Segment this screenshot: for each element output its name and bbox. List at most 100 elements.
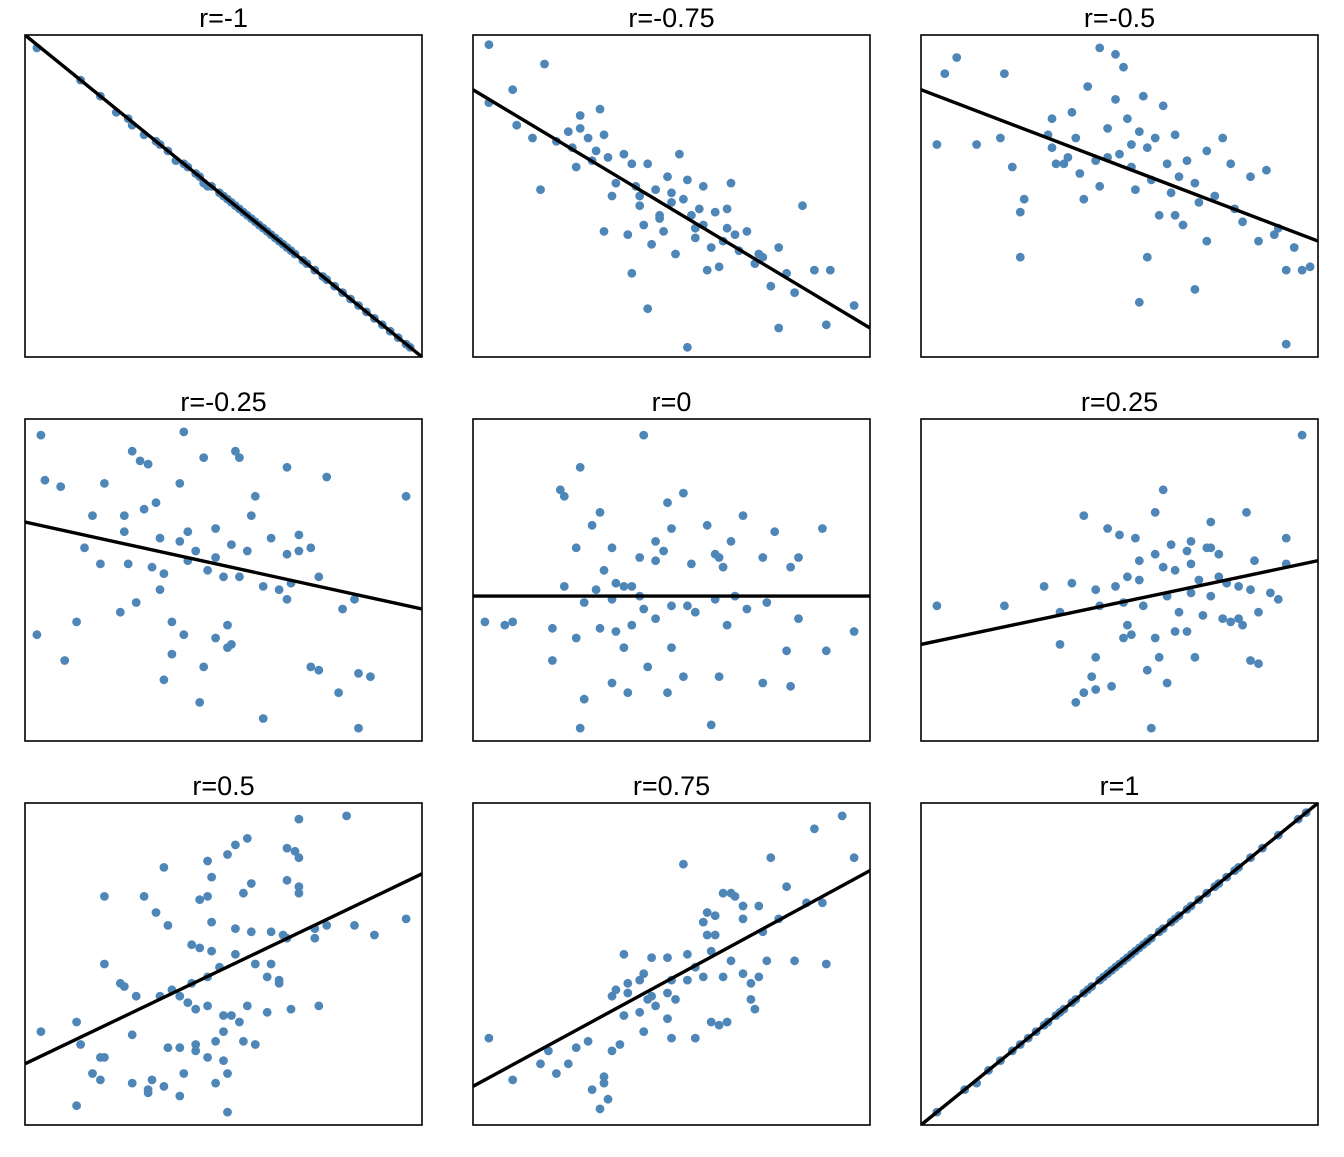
data-point [219,572,228,582]
data-point [1083,82,1093,91]
data-point [512,120,522,130]
data-point [687,210,696,220]
data-point [1019,194,1029,204]
data-point [722,223,732,233]
data-point [1281,533,1291,543]
data-point [1103,524,1112,533]
data-point [191,1004,201,1014]
data-point [571,162,581,172]
data-point [266,927,276,937]
data-point [952,53,962,62]
data-point [96,559,105,569]
data-point [1273,594,1283,604]
data-point [1166,188,1176,198]
data-point [932,140,942,149]
data-point [286,1004,296,1014]
fit-line [25,872,422,1066]
data-point [250,1040,260,1049]
data-point [1111,582,1120,591]
panel-plot-area [921,43,1318,349]
panel-title: r=0.5 [192,771,254,801]
data-point [88,511,97,520]
data-point [651,556,660,566]
panel-3: r=-0.5 [920,3,1319,358]
data-point [821,646,831,656]
data-point [1190,285,1200,294]
data-point [726,537,736,546]
data-point [1182,627,1192,636]
data-point [1091,585,1101,595]
data-point [663,498,672,508]
data-point [56,482,66,491]
data-point [115,978,125,988]
data-point [536,185,545,195]
data-point [246,927,256,937]
data-point [306,543,316,553]
data-point [619,1011,629,1020]
data-point [607,678,617,688]
data-point [655,210,664,220]
data-point [1150,549,1160,559]
data-point [119,527,129,537]
data-point [1170,130,1180,140]
data-point [651,614,660,623]
data-point [1087,672,1097,681]
data-point [718,972,728,982]
data-point [314,572,324,582]
data-point [1242,508,1251,517]
data-point [239,1036,248,1046]
data-point [480,617,490,627]
data-point [667,198,676,207]
data-point [1198,611,1208,620]
data-point [575,723,585,733]
data-point [131,991,141,1001]
data-point [575,123,585,133]
data-point [1190,178,1200,188]
data-point [235,1017,244,1027]
panel-plot-area [473,40,870,352]
data-point [754,972,764,982]
data-point [738,914,748,924]
data-point [1134,297,1144,307]
data-point [246,879,256,888]
data-point [127,1030,137,1040]
data-point [786,681,795,691]
fit-line [473,869,870,1088]
data-point [1142,143,1152,153]
data-point [195,943,205,953]
panel-frame [24,34,423,358]
data-point [1095,181,1105,191]
panel-frame [920,802,1319,1126]
data-point [599,1078,609,1088]
data-point [1059,159,1069,169]
data-point [235,572,244,582]
data-point [1214,549,1224,559]
data-point [76,1040,85,1049]
data-point [619,149,629,159]
panel-frame [472,418,871,742]
data-point [559,582,569,591]
data-point [932,601,942,611]
data-point [151,498,161,508]
data-point [818,898,827,908]
data-point [603,153,613,162]
data-point [738,901,748,911]
data-point [72,1101,81,1111]
data-point [282,594,292,604]
data-point [195,895,205,904]
data-point [147,1075,157,1085]
data-point [1142,665,1152,675]
panel-5: r=0 [472,387,871,742]
data-point [750,1004,760,1014]
data-point [294,853,304,863]
data-point [710,930,720,940]
data-point [1067,578,1077,588]
data-point [338,604,347,614]
panel-2: r=-0.75 [472,3,871,358]
data-point [635,191,645,201]
data-point [508,617,518,627]
data-point [1150,508,1160,517]
data-point [250,959,260,969]
data-point [274,975,284,985]
panel-8: r=0.75 [472,771,871,1126]
